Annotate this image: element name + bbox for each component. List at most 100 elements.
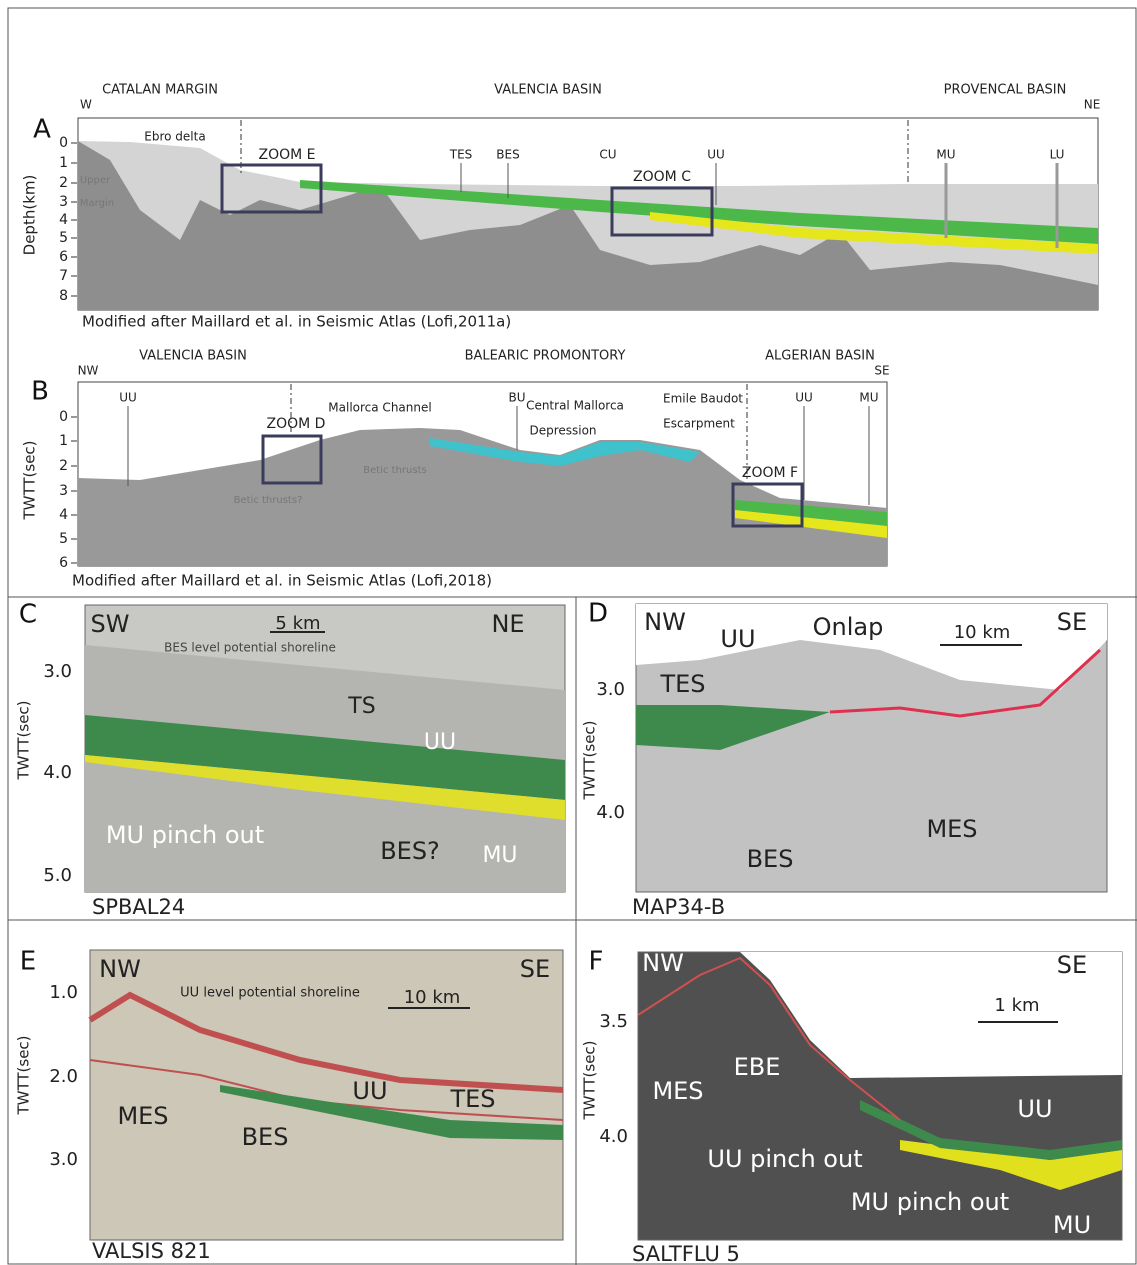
tick-label: 4.0 (599, 1126, 628, 1147)
region-label: VALENCIA BASIN (139, 349, 247, 364)
tick-label: 2 (59, 458, 68, 474)
direction-label: NW (642, 949, 684, 977)
annotation: Central Mallorca (526, 399, 624, 413)
axis-title: TWTT(sec) (15, 700, 33, 780)
annotation: TES (659, 670, 705, 698)
panel-letter: D (588, 599, 608, 629)
panel-letter: C (19, 600, 37, 630)
tick-label: 3 (59, 194, 68, 210)
annotation: MU (859, 391, 878, 405)
annotation: UU (119, 391, 137, 405)
annotation: ZOOM F (742, 465, 798, 481)
annotation: MES (652, 1077, 703, 1105)
annotation: Depression (529, 424, 596, 438)
direction-label: SE (874, 364, 889, 378)
annotation: BES level potential shoreline (164, 641, 336, 655)
caption: Modified after Maillard et al. in Seismi… (72, 572, 492, 590)
annotation: TES (449, 148, 473, 162)
tick-label: 1 (59, 155, 68, 171)
annotation: Betic thrusts (363, 465, 426, 476)
annotation: MES (117, 1102, 168, 1130)
tick-label: 3.0 (596, 679, 625, 700)
axis-title: TWTT(sec) (21, 440, 39, 520)
scale-label: 10 km (404, 987, 461, 1008)
annotation: EBE (734, 1053, 781, 1081)
annotation: UU (707, 148, 725, 162)
annotation: Margin (80, 198, 114, 209)
tick-label: 4.0 (43, 762, 72, 783)
annotation: Emile Baudot (663, 392, 743, 406)
annotation: TS (347, 694, 375, 719)
axis-title: TWTT(sec) (581, 720, 599, 800)
annotation: CU (599, 148, 616, 162)
annotation: Escarpment (663, 417, 735, 431)
direction-label: NW (99, 955, 141, 983)
caption: Modified after Maillard et al. in Seismi… (82, 313, 511, 331)
annotation: MU pinch out (106, 821, 264, 849)
region-label: CATALAN MARGIN (102, 83, 218, 98)
direction-label: SE (1057, 608, 1087, 636)
panel-letter: A (33, 115, 51, 145)
annotation: Ebro delta (144, 130, 205, 144)
tick-label: 4 (59, 507, 68, 523)
panel-letter: B (31, 377, 49, 407)
panel-letter: E (20, 947, 36, 977)
annotation: Betic thrusts? (234, 495, 303, 506)
region-label: ALGERIAN BASIN (765, 349, 875, 364)
caption: VALSIS 821 (92, 1239, 211, 1263)
annotation: UU (795, 391, 813, 405)
caption: MAP34-B (632, 895, 725, 919)
tick-label: 7 (59, 268, 68, 284)
tick-label: 0 (59, 409, 68, 425)
direction-label: NW (644, 608, 686, 636)
region-label: PROVENCAL BASIN (944, 83, 1067, 98)
tick-label: 2 (59, 175, 68, 191)
region-label: VALENCIA BASIN (494, 83, 602, 98)
annotation: Mallorca Channel (328, 401, 431, 415)
tick-label: 4.0 (596, 802, 625, 823)
direction-label: NW (78, 364, 99, 378)
region-label: BALEARIC PROMONTORY (465, 349, 626, 364)
tick-label: 6 (59, 249, 68, 265)
tick-label: 5 (59, 230, 68, 246)
tick-label: 5 (59, 531, 68, 547)
direction-label: SW (91, 610, 130, 638)
annotation: MU pinch out (851, 1188, 1009, 1216)
annotation: UU (352, 1077, 387, 1105)
tick-label: 1.0 (49, 982, 78, 1003)
annotation: ZOOM D (267, 416, 326, 432)
annotation: UU (424, 730, 456, 755)
tick-label: 1 (59, 433, 68, 449)
annotation: UU pinch out (707, 1145, 862, 1173)
tick-label: 3.0 (43, 661, 72, 682)
tick-label: 5.0 (43, 865, 72, 886)
tick-label: 3 (59, 483, 68, 499)
annotation: Onlap (813, 613, 884, 641)
axis-title: TWTT(sec) (15, 1035, 33, 1115)
tick-label: 6 (59, 555, 68, 571)
direction-label: NE (1084, 98, 1101, 112)
axis-title: TWTT(sec) (581, 1040, 599, 1120)
direction-label: W (80, 98, 92, 112)
scale-label: 10 km (954, 622, 1011, 643)
direction-label: SE (1057, 951, 1087, 979)
annotation: MU (1053, 1211, 1091, 1239)
tick-label: 0 (59, 135, 68, 151)
tick-label: 2.0 (49, 1066, 78, 1087)
tick-label: 3.5 (599, 1011, 628, 1032)
annotation: ZOOM E (258, 147, 315, 163)
annotation: BES (747, 845, 794, 873)
figure: A CATALAN MARGIN VALENCIA BASIN PROVENCAL B… (0, 0, 1137, 1265)
tick-label: 8 (59, 288, 68, 304)
annotation: LU (1050, 148, 1065, 162)
caption: SALTFLU 5 (632, 1242, 740, 1265)
panel-letter: F (589, 947, 604, 977)
annotation: UU level potential shoreline (180, 986, 360, 1001)
annotation: BES? (380, 837, 440, 865)
annotation: BU (508, 391, 525, 405)
annotation: TES (449, 1085, 495, 1113)
scale-label: 1 km (994, 995, 1039, 1016)
annotation: MU (936, 148, 955, 162)
annotation: BES (496, 148, 519, 162)
annotation: Upper (80, 175, 111, 186)
